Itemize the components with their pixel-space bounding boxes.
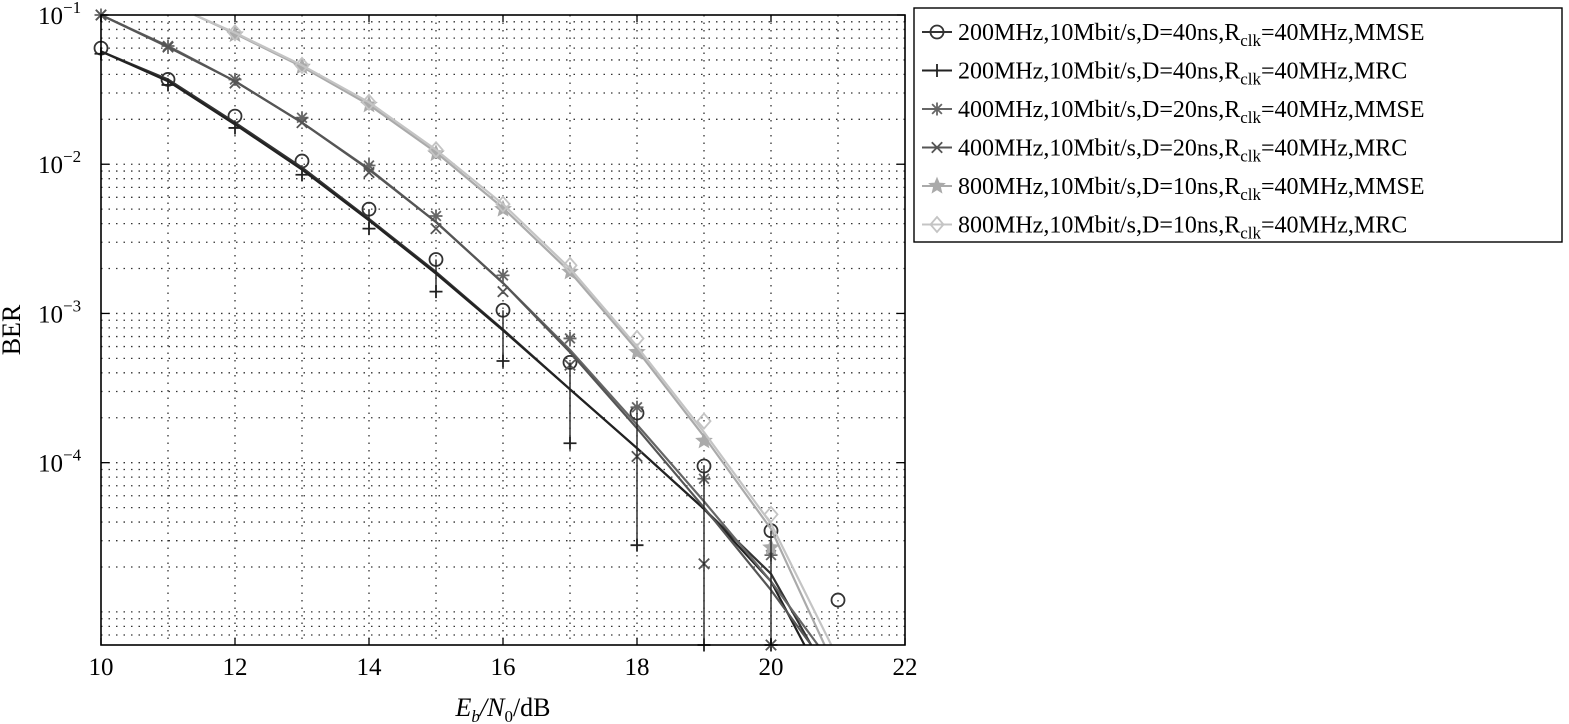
data-point — [294, 153, 310, 169]
data-point — [630, 400, 644, 414]
legend-label: 400MHz,10Mbit/s,D=20ns,Rclk=40MHz,MRC — [958, 136, 1407, 166]
data-point — [696, 412, 712, 430]
axes: 10 12 14 16 18 20 22 10−1 10−2 10−3 10−4 — [38, 0, 918, 681]
x-tick-label: 20 — [759, 654, 784, 681]
data-point — [497, 285, 509, 298]
data-point — [228, 72, 242, 86]
data-point — [229, 77, 241, 89]
x-tick-label: 22 — [893, 654, 918, 681]
series-5 — [194, 14, 826, 646]
legend-label: 200MHz,10Mbit/s,D=40ns,Rclk=40MHz,MMSE — [958, 20, 1425, 50]
data-point — [496, 268, 510, 282]
y-axis-title: BER — [0, 304, 26, 355]
data-point — [430, 222, 442, 235]
legend-label: 200MHz,10Mbit/s,D=40ns,Rclk=40MHz,MRC — [958, 59, 1407, 89]
legend-label: 400MHz,10Mbit/s,D=20ns,Rclk=40MHz,MMSE — [958, 97, 1425, 127]
x-tick-label: 14 — [357, 654, 383, 681]
x-title-mid: /N — [478, 693, 506, 722]
legend-item-6: 800MHz,10Mbit/s,D=10ns,Rclk=40MHz,MRC — [922, 213, 1407, 243]
series-line — [100, 50, 806, 646]
data-point — [628, 342, 646, 360]
x-tick-label: 10 — [89, 654, 114, 681]
data-point — [629, 329, 645, 348]
data-point — [228, 121, 242, 135]
y-tick-label: 10−4 — [38, 446, 82, 478]
x-tick-label: 18 — [625, 654, 650, 681]
legend: 200MHz,10Mbit/s,D=40ns,Rclk=40MHz,MMSE 20… — [913, 7, 1563, 243]
legend-label: 800MHz,10Mbit/s,D=10ns,Rclk=40MHz,MRC — [958, 213, 1407, 243]
legend-marker — [930, 102, 944, 116]
data-point — [362, 159, 376, 173]
x-title-tail: /dB — [513, 693, 551, 722]
legend-item-5: 800MHz,10Mbit/s,D=10ns,Rclk=40MHz,MMSE — [922, 174, 1425, 204]
data-point — [562, 256, 578, 275]
series-1 — [93, 40, 846, 646]
x-axis-title: Eb/N0/dB — [454, 693, 550, 724]
series-line — [100, 14, 813, 646]
legend-marker — [931, 141, 943, 154]
series-line — [100, 14, 819, 646]
data-point — [161, 78, 175, 92]
series-layer — [93, 8, 846, 652]
legend-item-3: 400MHz,10Mbit/s,D=20ns,Rclk=40MHz,MMSE — [922, 97, 1425, 127]
data-point — [495, 195, 511, 214]
x-title-sub2: 0 — [504, 707, 513, 724]
series-6 — [194, 13, 833, 646]
series-2 — [94, 47, 806, 652]
data-point — [294, 56, 310, 75]
x-title-sub1: b — [471, 707, 480, 724]
data-point — [763, 505, 779, 524]
data-point — [830, 592, 846, 608]
legend-item-2: 200MHz,10Mbit/s,D=40ns,Rclk=40MHz,MRC — [922, 59, 1407, 89]
data-point — [363, 166, 375, 179]
legend-item-4: 400MHz,10Mbit/s,D=20ns,Rclk=40MHz,MRC — [922, 136, 1407, 166]
y-tick-label: 10−1 — [38, 0, 81, 30]
legend-marker — [929, 24, 945, 40]
y-tick-label: 10−2 — [38, 147, 81, 179]
legend-frame — [913, 7, 1563, 243]
legend-marker — [930, 64, 944, 77]
x-title-main: E — [454, 693, 471, 722]
data-point — [227, 23, 243, 42]
x-tick-label: 12 — [223, 654, 248, 681]
data-point — [295, 168, 309, 182]
series-line — [194, 13, 833, 646]
data-point — [563, 331, 577, 345]
x-tick-label: 16 — [491, 654, 516, 681]
legend-item-1: 200MHz,10Mbit/s,D=40ns,Rclk=40MHz,MMSE — [922, 20, 1425, 50]
y-tick-label: 10−3 — [38, 296, 81, 328]
legend-marker — [928, 176, 946, 194]
series-line — [194, 14, 826, 646]
data-point — [428, 140, 444, 159]
data-point — [295, 111, 309, 125]
data-point — [296, 116, 308, 129]
data-point — [162, 41, 174, 53]
data-point — [561, 262, 579, 280]
legend-marker — [929, 215, 945, 234]
legend-label: 800MHz,10Mbit/s,D=10ns,Rclk=40MHz,MMSE — [958, 174, 1425, 204]
data-point — [429, 209, 443, 223]
data-point — [361, 93, 377, 112]
